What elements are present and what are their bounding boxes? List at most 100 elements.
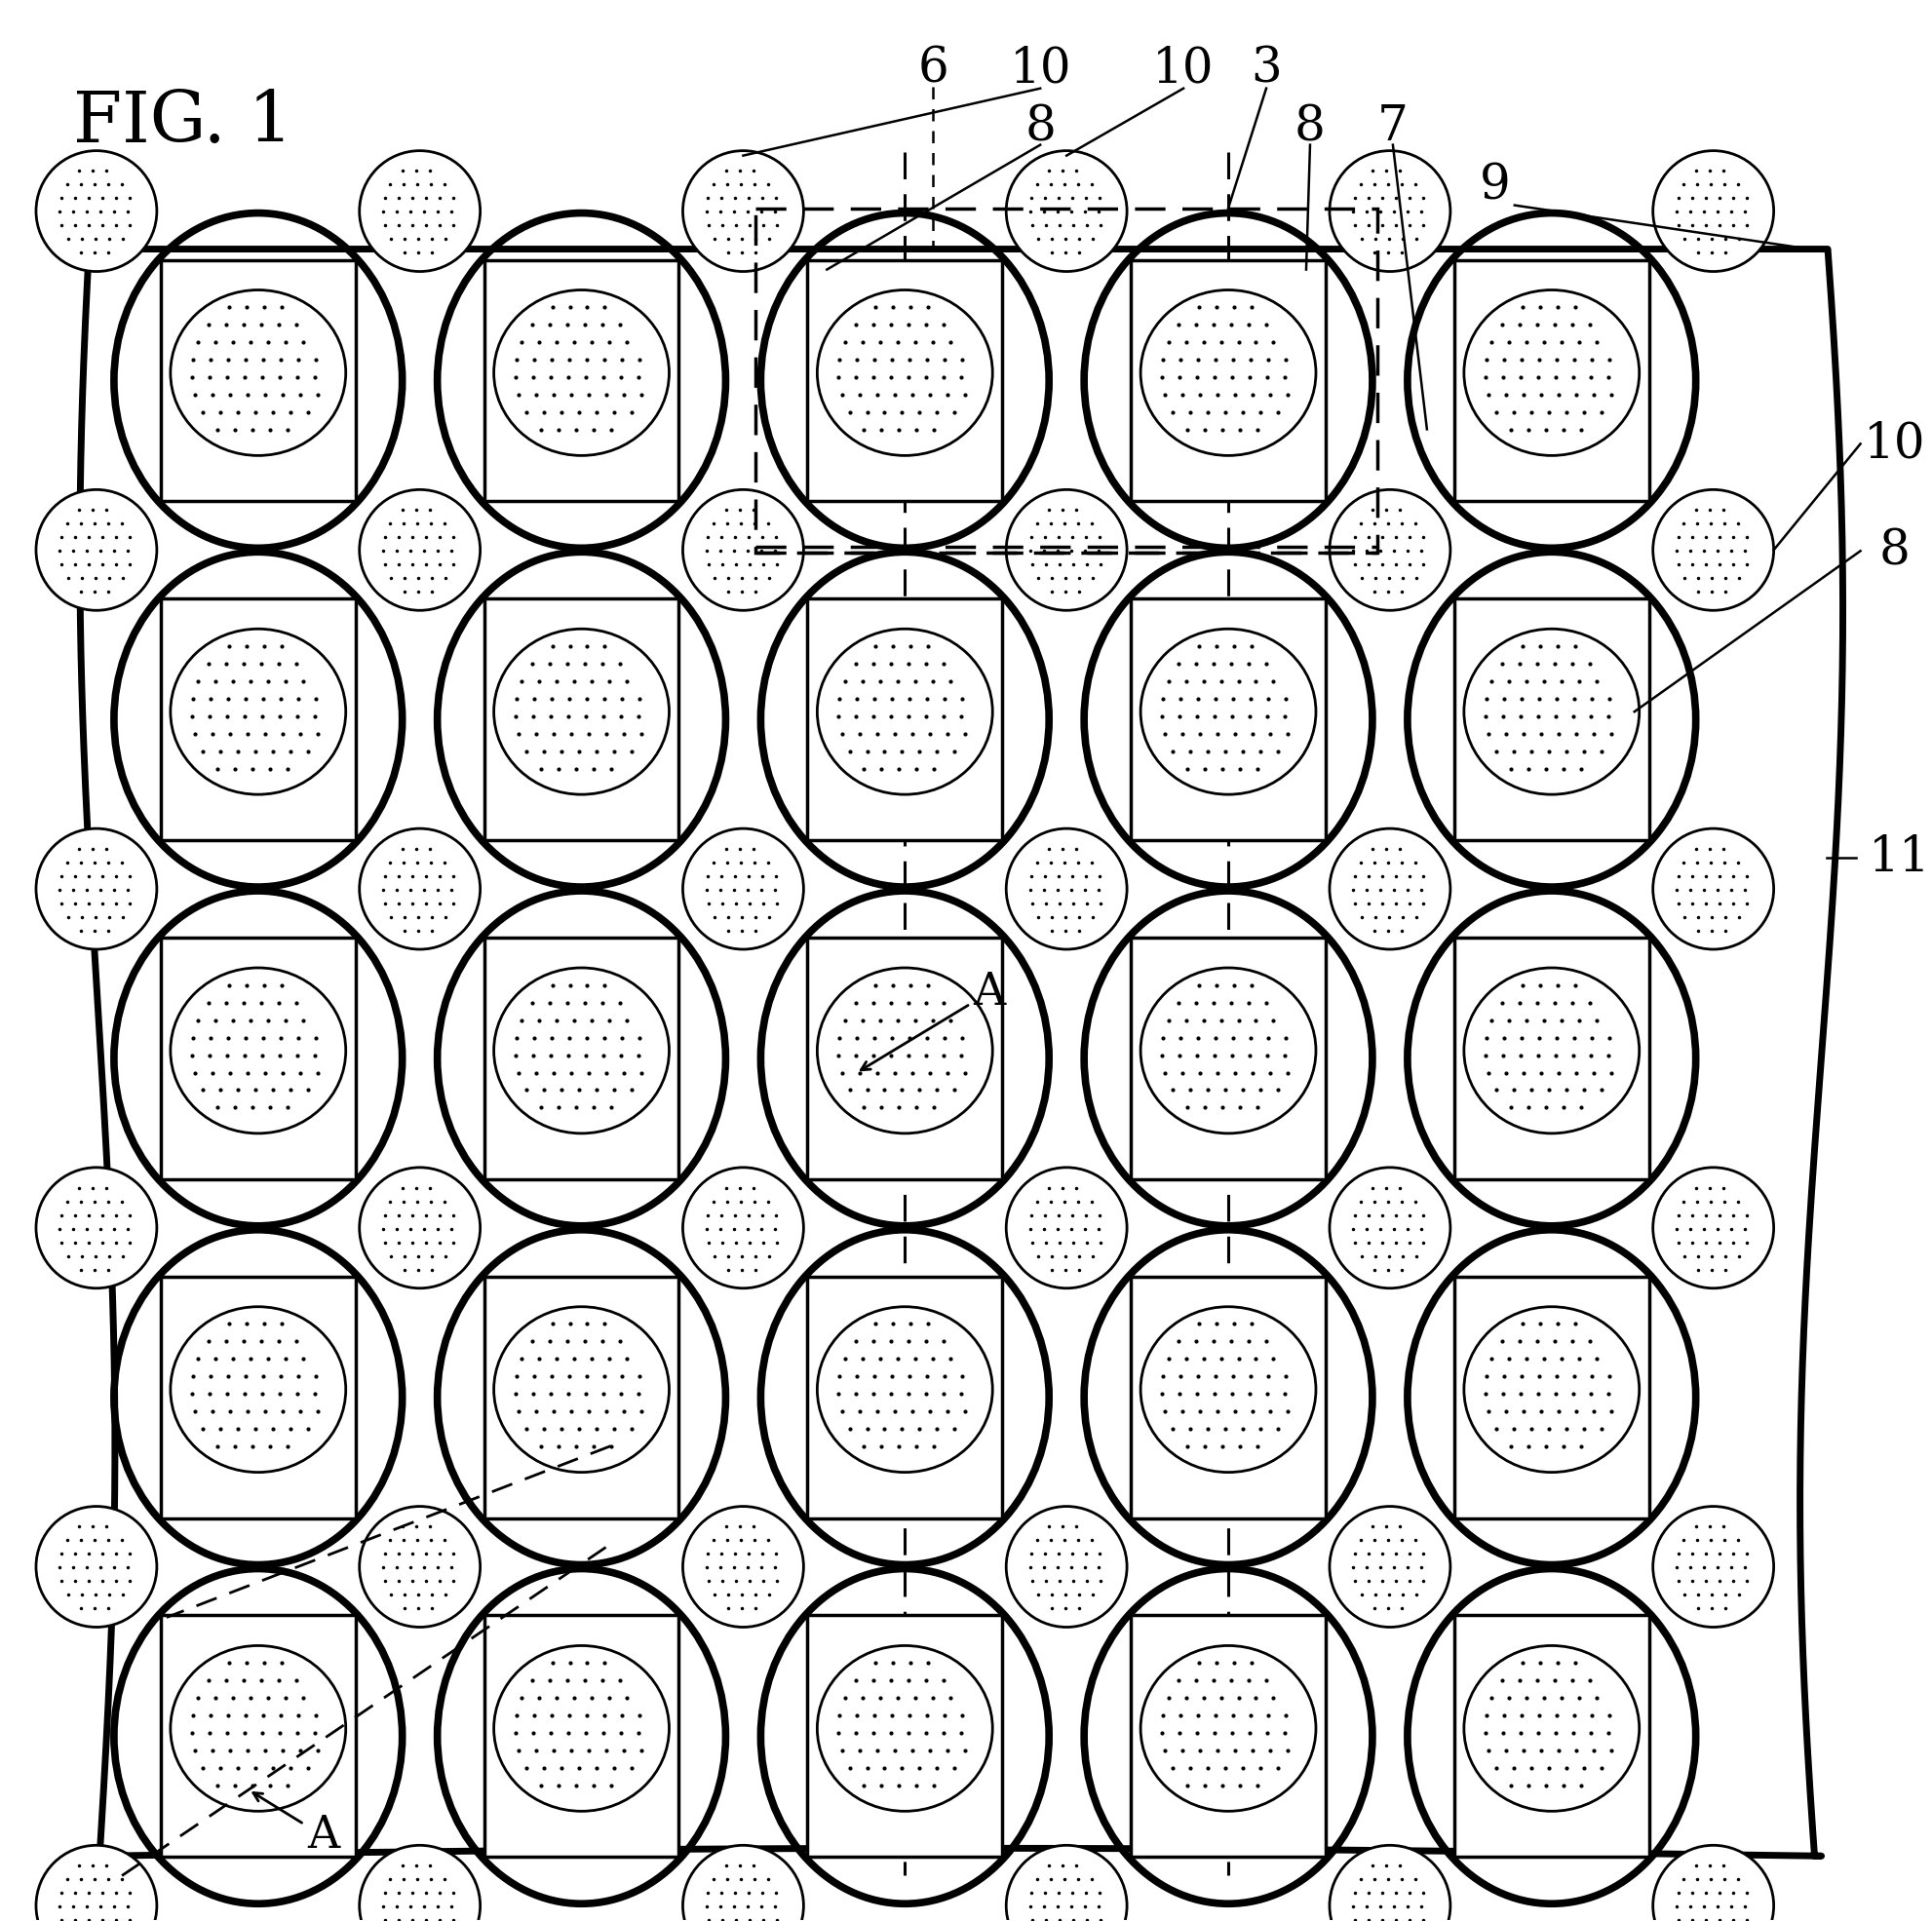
Circle shape xyxy=(359,1846,479,1921)
Bar xyxy=(483,937,678,1179)
Bar xyxy=(160,1616,355,1858)
Bar xyxy=(808,1277,1003,1518)
Circle shape xyxy=(1329,490,1449,611)
Circle shape xyxy=(1652,1168,1774,1289)
Circle shape xyxy=(682,1846,804,1921)
Ellipse shape xyxy=(1140,968,1316,1133)
Circle shape xyxy=(682,1506,804,1627)
Bar xyxy=(1453,599,1648,839)
Bar xyxy=(1130,259,1325,501)
Ellipse shape xyxy=(1140,1646,1316,1812)
Bar xyxy=(160,937,355,1179)
Bar xyxy=(1453,1277,1648,1518)
Ellipse shape xyxy=(493,290,668,455)
Bar xyxy=(808,259,1003,501)
Bar xyxy=(160,1277,355,1518)
Bar xyxy=(808,937,1003,1179)
Ellipse shape xyxy=(170,1646,346,1812)
Ellipse shape xyxy=(1463,290,1638,455)
Circle shape xyxy=(682,1168,804,1289)
Ellipse shape xyxy=(493,1646,668,1812)
Circle shape xyxy=(359,150,479,271)
Ellipse shape xyxy=(1463,968,1638,1133)
Circle shape xyxy=(359,1506,479,1627)
Circle shape xyxy=(1007,490,1126,611)
Bar xyxy=(1453,1616,1648,1858)
Text: 8: 8 xyxy=(1294,104,1325,152)
Bar xyxy=(1453,937,1648,1179)
Circle shape xyxy=(1007,1506,1126,1627)
Bar xyxy=(483,259,678,501)
Ellipse shape xyxy=(1140,1306,1316,1471)
Text: 8: 8 xyxy=(1024,104,1055,152)
Text: 7: 7 xyxy=(1378,104,1408,152)
Ellipse shape xyxy=(170,968,346,1133)
Circle shape xyxy=(359,490,479,611)
Circle shape xyxy=(37,1506,156,1627)
Circle shape xyxy=(1329,1168,1449,1289)
Circle shape xyxy=(682,490,804,611)
Circle shape xyxy=(1007,1846,1126,1921)
Bar xyxy=(160,599,355,839)
Text: 6: 6 xyxy=(918,44,949,92)
Text: A: A xyxy=(253,1792,338,1858)
Ellipse shape xyxy=(493,968,668,1133)
Circle shape xyxy=(1007,1168,1126,1289)
Bar xyxy=(1130,599,1325,839)
Ellipse shape xyxy=(1140,628,1316,795)
Circle shape xyxy=(1329,828,1449,949)
Bar xyxy=(808,1616,1003,1858)
Bar xyxy=(483,599,678,839)
Ellipse shape xyxy=(493,628,668,795)
Text: 10: 10 xyxy=(1151,44,1213,92)
Bar xyxy=(1453,259,1648,501)
Text: 10: 10 xyxy=(1009,44,1070,92)
Ellipse shape xyxy=(1463,1646,1638,1812)
Circle shape xyxy=(1652,490,1774,611)
Circle shape xyxy=(1007,150,1126,271)
Ellipse shape xyxy=(817,1646,991,1812)
Bar xyxy=(1130,1616,1325,1858)
Ellipse shape xyxy=(1140,290,1316,455)
Circle shape xyxy=(1329,1846,1449,1921)
Circle shape xyxy=(359,828,479,949)
Ellipse shape xyxy=(817,290,991,455)
Circle shape xyxy=(682,150,804,271)
Text: 9: 9 xyxy=(1478,161,1509,209)
Text: A: A xyxy=(860,970,1005,1070)
Bar xyxy=(483,1616,678,1858)
Ellipse shape xyxy=(817,1306,991,1471)
Ellipse shape xyxy=(170,628,346,795)
Ellipse shape xyxy=(493,1306,668,1471)
Circle shape xyxy=(1652,828,1774,949)
Circle shape xyxy=(37,150,156,271)
Text: 10: 10 xyxy=(1862,421,1924,469)
Circle shape xyxy=(1329,1506,1449,1627)
Text: FIG. 1: FIG. 1 xyxy=(73,88,294,158)
Ellipse shape xyxy=(817,968,991,1133)
Circle shape xyxy=(1652,1506,1774,1627)
Circle shape xyxy=(1652,150,1774,271)
Bar xyxy=(1130,937,1325,1179)
Circle shape xyxy=(1652,1846,1774,1921)
Circle shape xyxy=(37,490,156,611)
Circle shape xyxy=(37,1168,156,1289)
Bar xyxy=(483,1277,678,1518)
Circle shape xyxy=(37,828,156,949)
Bar xyxy=(755,207,1378,553)
Bar xyxy=(1130,1277,1325,1518)
Bar xyxy=(160,259,355,501)
Circle shape xyxy=(682,828,804,949)
Circle shape xyxy=(37,1846,156,1921)
Circle shape xyxy=(1007,828,1126,949)
Bar xyxy=(808,599,1003,839)
Circle shape xyxy=(1329,150,1449,271)
Text: 3: 3 xyxy=(1250,44,1281,92)
Text: 8: 8 xyxy=(1878,526,1909,574)
Ellipse shape xyxy=(1463,628,1638,795)
Circle shape xyxy=(359,1168,479,1289)
Ellipse shape xyxy=(1463,1306,1638,1471)
Ellipse shape xyxy=(817,628,991,795)
Ellipse shape xyxy=(170,290,346,455)
Text: 11: 11 xyxy=(1868,834,1930,882)
